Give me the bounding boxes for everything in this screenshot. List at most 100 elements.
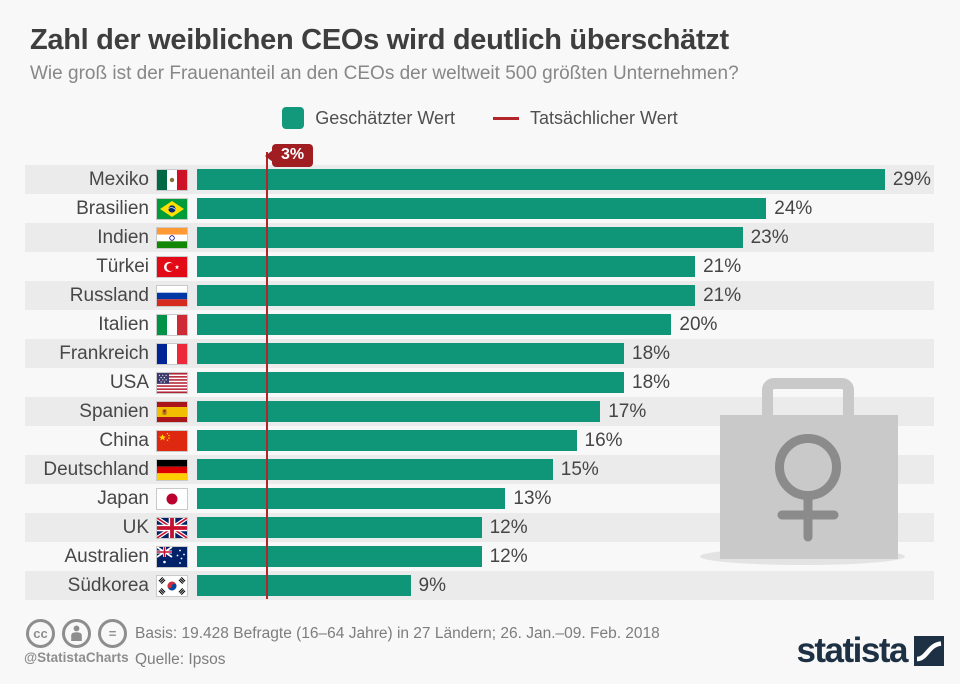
value-bar [197,285,696,306]
legend-estimated-label: Geschätzter Wert [315,107,455,128]
female-gender-icon [775,434,841,542]
bar-row: Australien 12% [25,542,934,571]
value-label: 21% [703,284,742,306]
value-bar [197,314,672,335]
flag-india-icon [156,226,188,249]
flag-japan-icon [156,487,188,510]
legend-actual-label: Tatsächlicher Wert [530,107,678,128]
license-icons: cc = [26,619,127,648]
bar-row: Südkorea 9% [25,571,934,600]
bar-track: 13% [197,484,934,513]
actual-value-badge: 3% [272,144,314,167]
source-note: Quelle: Ipsos [135,651,226,668]
page-subtitle: Wie groß ist der Frauenanteil an den CEO… [30,63,739,84]
country-label: Türkei [96,255,149,277]
bar-track: 15% [197,455,934,484]
value-bar [197,401,601,422]
value-bar [197,488,506,509]
country-label: Mexiko [88,168,149,190]
value-bar [197,372,624,393]
value-label: 13% [513,487,552,509]
bar-row: Frankreich 18% [25,339,934,368]
value-label: 18% [632,371,671,393]
value-bar [197,430,577,451]
flag-south-korea-icon [156,574,188,597]
equals-icon: = [98,619,127,648]
bar-track: 24% [197,194,934,223]
bar-row: Indien 23% [25,223,934,252]
flag-spain-icon [156,400,188,423]
bar-track: 18% [197,339,934,368]
estimated-swatch-icon [282,107,305,129]
bar-track: 9% [197,571,934,600]
bar-track: 20% [197,310,934,339]
statista-logo-icon [914,636,944,666]
bar-track: 29% [197,165,934,194]
country-label: USA [109,371,149,393]
value-label: 17% [608,400,647,422]
legend: Geschätzter Wert Tatsächlicher Wert [0,107,960,129]
flag-china-icon [156,429,188,452]
flag-italy-icon [156,313,188,336]
bar-row: Italien 20% [25,310,934,339]
country-label: UK [122,516,149,538]
bar-track: 12% [197,513,934,542]
value-bar [197,459,553,480]
value-bar [197,198,767,219]
country-label: Indien [97,226,149,248]
value-label: 24% [774,197,813,219]
statista-charts-credit: @StatistaCharts [24,650,129,665]
flag-australia-icon [156,545,188,568]
country-label: Australien [64,545,150,567]
country-label: Russland [69,284,149,306]
value-bar [197,227,743,248]
legend-item-estimated: Geschätzter Wert [282,107,455,129]
country-label: Frankreich [59,342,149,364]
bar-chart: Mexiko 29% Brasilien 24% Indien 23% Türkei 21% R… [25,165,934,600]
value-bar [197,343,624,364]
value-label: 29% [892,168,931,190]
value-bar [197,169,885,190]
page-title: Zahl der weiblichen CEOs wird deutlich ü… [30,24,729,56]
value-label: 21% [703,255,742,277]
bar-row: Brasilien 24% [25,194,934,223]
country-label: Brasilien [76,197,149,219]
country-label: China [99,429,149,451]
country-label: Italien [98,313,149,335]
bar-row: USA 18% [25,368,934,397]
bar-track: 18% [197,368,934,397]
bar-track: 23% [197,223,934,252]
legend-item-actual: Tatsächlicher Wert [493,108,678,129]
value-bar [197,546,482,567]
flag-brazil-icon [156,197,188,220]
flag-uk-icon [156,516,188,539]
value-label: 15% [560,458,599,480]
flag-usa-icon [156,371,188,394]
bar-track: 16% [197,426,934,455]
value-bar [197,575,411,596]
value-label: 16% [584,429,623,451]
statista-logo: statista [796,631,944,671]
statista-wordmark: statista [796,631,908,670]
value-label: 12% [489,516,528,538]
value-label: 12% [489,545,528,567]
value-bar [197,517,482,538]
bar-row: Japan 13% [25,484,934,513]
value-label: 18% [632,342,671,364]
basis-note: Basis: 19.428 Befragte (16–64 Jahre) in … [135,625,660,642]
actual-value-line [266,152,268,599]
value-label: 20% [679,313,718,335]
bar-row: Russland 21% [25,281,934,310]
actual-line-swatch-icon [493,116,519,120]
value-label: 9% [418,574,446,596]
flag-germany-icon [156,458,188,481]
bar-track: 17% [197,397,934,426]
bar-track: 21% [197,281,934,310]
attribution-person-icon [62,619,91,648]
country-label: Deutschland [43,458,149,480]
value-bar [197,256,696,277]
bar-row: Mexiko 29% [25,165,934,194]
country-label: Spanien [79,400,149,422]
country-label: Südkorea [67,574,149,596]
